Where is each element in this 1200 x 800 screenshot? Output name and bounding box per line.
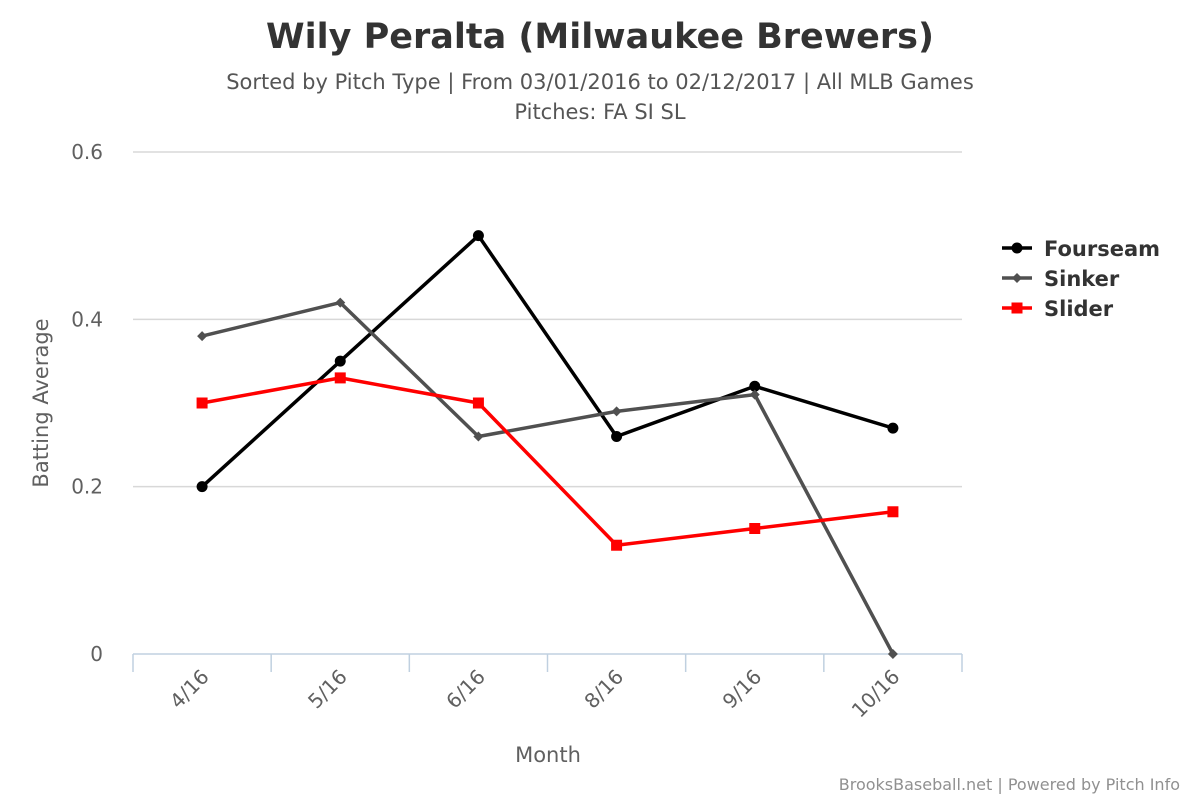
legend-marker-fourseam bbox=[1011, 242, 1023, 254]
legend-label-fourseam: Fourseam bbox=[1044, 237, 1160, 261]
x-tick-label: 9/16 bbox=[718, 665, 767, 714]
y-axis-title: Batting Average bbox=[29, 318, 53, 487]
x-tick-label: 10/16 bbox=[847, 665, 905, 723]
chart-credits: BrooksBaseball.net | Powered by Pitch In… bbox=[839, 775, 1180, 794]
data-point-slider bbox=[472, 397, 484, 409]
legend-marker-sinker bbox=[1012, 273, 1022, 283]
data-point-slider bbox=[196, 397, 208, 409]
chart-subtitle-line2: Pitches: FA SI SL bbox=[514, 100, 685, 124]
legend-label-slider: Slider bbox=[1044, 297, 1114, 321]
series-line-sinker bbox=[201, 300, 895, 655]
x-tick-label: 8/16 bbox=[579, 665, 628, 714]
data-point-fourseam bbox=[472, 230, 484, 242]
data-point-sinker bbox=[473, 431, 484, 442]
data-point-fourseam bbox=[611, 430, 623, 442]
x-tick-label: 6/16 bbox=[441, 665, 490, 714]
series-line-fourseam bbox=[200, 233, 894, 488]
plot-area bbox=[196, 230, 899, 659]
data-point-fourseam bbox=[196, 481, 208, 493]
y-tick-label: 0.6 bbox=[71, 140, 103, 164]
data-point-slider bbox=[749, 523, 761, 534]
chart-title: Wily Peralta (Milwaukee Brewers) bbox=[266, 17, 934, 57]
x-axis-title: Month bbox=[515, 743, 581, 767]
data-point-sinker bbox=[197, 331, 208, 342]
y-tick-label: 0.2 bbox=[71, 475, 103, 499]
data-point-slider bbox=[611, 539, 623, 551]
chart-subtitle-line1: Sorted by Pitch Type | From 03/01/2016 t… bbox=[226, 70, 974, 95]
data-point-sinker bbox=[749, 389, 760, 400]
legend-label-sinker: Sinker bbox=[1044, 267, 1120, 291]
legend: Fourseam Sinker Slider bbox=[1002, 237, 1160, 321]
data-point-slider bbox=[887, 506, 899, 518]
data-point-fourseam bbox=[749, 380, 761, 392]
y-tick-label: 0 bbox=[90, 642, 103, 666]
data-point-sinker bbox=[611, 406, 622, 417]
series-line-slider bbox=[201, 376, 894, 547]
data-point-fourseam bbox=[334, 355, 346, 367]
y-tick-label: 0.4 bbox=[71, 307, 103, 331]
x-tick-label: 5/16 bbox=[303, 665, 352, 714]
legend-marker-slider bbox=[1011, 302, 1023, 314]
data-point-sinker bbox=[335, 297, 346, 308]
data-point-slider bbox=[334, 372, 346, 384]
x-tick-label: 4/16 bbox=[165, 665, 214, 714]
data-point-sinker bbox=[887, 649, 898, 659]
data-point-fourseam bbox=[887, 422, 899, 434]
